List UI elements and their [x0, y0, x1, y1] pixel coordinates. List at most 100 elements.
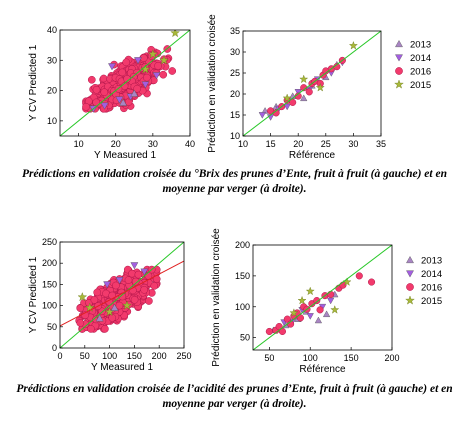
- legend-label-2014: 2014: [421, 269, 442, 280]
- identity-line: [253, 245, 392, 350]
- legend-1: 2013 2014 2016 2015: [394, 39, 431, 91]
- x-tick-label: 10: [238, 139, 248, 149]
- legend-label-2013: 2013: [410, 40, 431, 51]
- data-point: [130, 295, 139, 304]
- x-tick-label: 30: [148, 139, 158, 149]
- legend-marker-2013: [406, 255, 414, 264]
- y-axis-label: Y CV Predicted 1: [28, 44, 39, 121]
- data-point-2016: [265, 327, 273, 336]
- data-point-2016: [368, 278, 376, 286]
- plot-area-acid_fruit: [60, 242, 184, 348]
- plot-area-brix_orchard: [243, 31, 381, 136]
- data-point-2016: [316, 306, 324, 314]
- data-point-2014: [103, 281, 112, 289]
- caption-brix: Prédictions en validation croisée du °Br…: [21, 168, 447, 195]
- x-axis-label: Y Measured 1: [94, 150, 157, 161]
- data-point: [124, 276, 133, 284]
- legend-label-2015: 2015: [421, 296, 442, 307]
- x-tick-label: 150: [127, 351, 142, 361]
- legend-marker-2013: [395, 39, 403, 48]
- data-point-2015: [170, 30, 181, 38]
- regression-line: [60, 260, 184, 327]
- data-point-2013: [130, 89, 139, 97]
- series-2016-acid_orchard: [265, 272, 376, 336]
- y-tick-label: 10: [47, 116, 57, 126]
- legend-label-2015: 2015: [410, 80, 431, 91]
- x-tick-label: 0: [57, 351, 62, 361]
- series-2013-brix_fruit: [119, 89, 139, 106]
- data-point-2016: [355, 272, 363, 280]
- data-point-2014: [152, 72, 161, 80]
- data-point: [154, 62, 162, 70]
- x-tick-label: 20: [293, 139, 303, 149]
- data-point-2013: [322, 310, 331, 318]
- y-tick-label: 40: [47, 25, 57, 35]
- data-point-2014: [327, 297, 335, 305]
- legend-marker-2015: [394, 79, 404, 89]
- y-tick-label: 50: [240, 333, 250, 343]
- data-point-2015: [147, 49, 158, 59]
- data-point-2015: [140, 64, 151, 74]
- data-point: [87, 75, 96, 84]
- series-2015-acid_orchard: [289, 277, 352, 317]
- y-tick-label: 250: [42, 237, 57, 247]
- data-point-2015: [289, 308, 299, 317]
- data-point-2013: [110, 303, 119, 311]
- data-point: [150, 282, 159, 290]
- data-point-2015: [282, 93, 292, 103]
- x-tick-label: 50: [80, 351, 90, 361]
- data-point: [99, 74, 108, 83]
- data-point-2015: [77, 292, 88, 302]
- data-point-2016: [327, 290, 335, 298]
- identity-line: [243, 31, 381, 136]
- x-tick-label: 100: [102, 351, 117, 361]
- chart-acid_fruit: 0 50 100 150 200 250 0 50 100 150 200 250 Y Measured…: [28, 237, 192, 373]
- data-point: [92, 85, 101, 94]
- y-tick-label: 10: [230, 131, 240, 141]
- data-point-2013: [314, 316, 323, 324]
- y-tick-label: 0: [52, 343, 57, 353]
- y-axis-label: Y CV Predicted 1: [28, 256, 39, 333]
- data-point-2016: [289, 98, 297, 106]
- data-point: [76, 304, 85, 313]
- data-point-2014: [115, 96, 124, 104]
- x-tick-label: 250: [176, 351, 191, 361]
- data-point-2013: [119, 98, 128, 106]
- point-cloud-brix_fruit: [82, 45, 177, 113]
- data-point: [140, 285, 149, 294]
- data-point-2014: [108, 63, 116, 71]
- data-point-2014: [130, 262, 139, 270]
- data-point-2014: [283, 103, 291, 111]
- data-point-2015: [299, 74, 309, 84]
- legend-marker-2016: [395, 67, 403, 75]
- data-point-2014: [100, 102, 109, 110]
- x-tick-label: 20: [111, 139, 121, 149]
- legend-label-2014: 2014: [410, 53, 431, 64]
- y-tick-label: 200: [42, 258, 57, 268]
- data-point-2014: [134, 57, 142, 65]
- legend-marker-2015: [405, 295, 415, 305]
- data-point: [76, 319, 85, 327]
- data-point-2014: [306, 313, 314, 320]
- data-point-2014: [258, 112, 266, 119]
- data-point: [100, 88, 109, 97]
- data-point-2015: [305, 286, 315, 296]
- x-tick-label: 35: [376, 139, 386, 149]
- y-tick-label: 30: [47, 55, 57, 65]
- chart-brix_orchard: 10 15 20 25 30 35 10 15 20 25 30 35 Référence Prédict…: [207, 14, 386, 161]
- plot-frame: [242, 30, 382, 137]
- data-point: [159, 70, 168, 79]
- x-tick-label: 10: [74, 139, 84, 149]
- data-point: [168, 67, 177, 75]
- data-point: [93, 288, 102, 297]
- x-axis-label: Référence: [289, 150, 336, 161]
- y-tick-label: 25: [230, 68, 240, 78]
- data-point: [143, 73, 151, 82]
- identity-line: [60, 242, 184, 348]
- data-point-2015: [84, 302, 95, 312]
- data-point: [133, 84, 142, 93]
- x-tick-label: 40: [185, 139, 195, 149]
- data-point-2013: [300, 94, 308, 102]
- point-cloud-acid_fruit: [75, 265, 161, 333]
